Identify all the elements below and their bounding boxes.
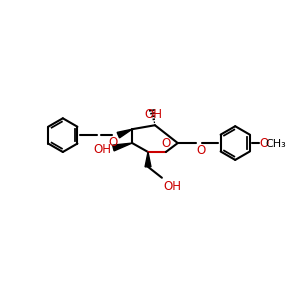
Polygon shape: [117, 129, 132, 138]
Text: O: O: [161, 137, 170, 150]
Text: O: O: [108, 136, 117, 149]
Text: OH: OH: [164, 180, 182, 193]
Text: OH: OH: [93, 142, 111, 155]
Polygon shape: [112, 143, 132, 151]
Text: O: O: [196, 144, 206, 157]
Text: CH₃: CH₃: [265, 139, 286, 149]
Text: OH: OH: [144, 108, 162, 122]
Polygon shape: [145, 152, 151, 167]
Text: O: O: [259, 136, 268, 150]
